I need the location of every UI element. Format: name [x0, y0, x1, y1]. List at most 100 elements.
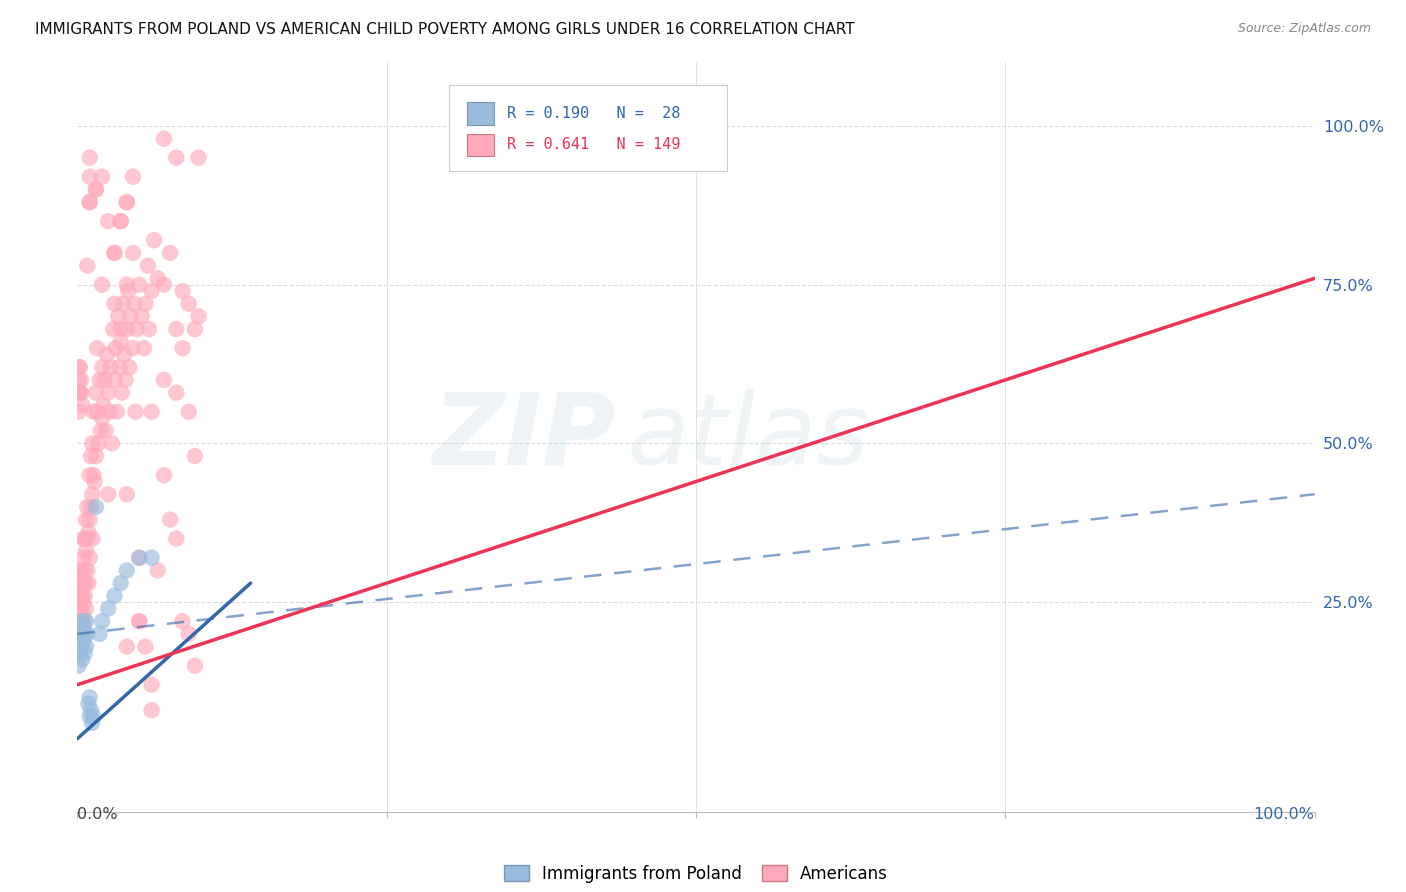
Point: [128, 550, 150, 565]
Point: [82, 709, 104, 723]
Point: [72, 614, 94, 628]
Point: [70, 614, 93, 628]
Point: [159, 513, 181, 527]
Point: [72, 595, 94, 609]
Point: [76, 627, 98, 641]
Point: [84, 182, 107, 196]
Point: [118, 360, 141, 375]
Point: [75, 513, 97, 527]
Point: [91, 360, 114, 375]
Point: [70, 373, 93, 387]
Point: [75, 601, 97, 615]
Point: [77, 525, 100, 540]
Point: [165, 385, 187, 400]
Point: [141, 703, 163, 717]
Text: IMMIGRANTS FROM POLAND VS AMERICAN CHILD POVERTY AMONG GIRLS UNDER 16 CORRELATIO: IMMIGRANTS FROM POLAND VS AMERICAN CHILD…: [35, 22, 855, 37]
Point: [134, 640, 156, 654]
Point: [124, 405, 146, 419]
Point: [115, 563, 138, 577]
Point: [177, 627, 200, 641]
Point: [103, 246, 125, 260]
Point: [69, 576, 91, 591]
Point: [72, 652, 94, 666]
Point: [172, 614, 194, 628]
Point: [82, 487, 104, 501]
Point: [94, 424, 117, 438]
Point: [69, 360, 91, 375]
Text: ZIP: ZIP: [433, 389, 616, 485]
Point: [73, 532, 96, 546]
Point: [72, 550, 94, 565]
Point: [128, 614, 150, 628]
Point: [79, 468, 101, 483]
Point: [83, 475, 105, 489]
Point: [141, 405, 163, 419]
Point: [172, 341, 194, 355]
Point: [165, 322, 187, 336]
Point: [72, 614, 94, 628]
Point: [72, 398, 94, 412]
Point: [76, 532, 98, 546]
Point: [79, 151, 101, 165]
Point: [91, 398, 114, 412]
Point: [103, 322, 125, 336]
Point: [153, 277, 176, 292]
Point: [141, 284, 163, 298]
Point: [69, 646, 91, 660]
Point: [112, 347, 135, 361]
Point: [91, 169, 114, 184]
Point: [103, 297, 125, 311]
Point: [86, 341, 108, 355]
Point: [131, 310, 153, 324]
Point: [70, 627, 93, 641]
Point: [96, 347, 118, 361]
Point: [69, 385, 91, 400]
Point: [72, 532, 94, 546]
Text: 100.0%: 100.0%: [1254, 806, 1315, 822]
Point: [143, 233, 166, 247]
Point: [72, 576, 94, 591]
Text: 0.0%: 0.0%: [77, 806, 118, 822]
Point: [69, 614, 91, 628]
Text: Source: ZipAtlas.com: Source: ZipAtlas.com: [1237, 22, 1371, 36]
Point: [134, 297, 156, 311]
Point: [146, 271, 169, 285]
Text: R = 0.190   N =  28: R = 0.190 N = 28: [506, 106, 681, 121]
Point: [136, 259, 159, 273]
Point: [134, 341, 156, 355]
Point: [110, 322, 132, 336]
Point: [80, 500, 103, 514]
Point: [72, 563, 94, 577]
Point: [69, 627, 91, 641]
Point: [79, 169, 101, 184]
Point: [82, 532, 104, 546]
Point: [75, 640, 97, 654]
Point: [187, 151, 209, 165]
Point: [111, 385, 134, 400]
Point: [82, 436, 104, 450]
Point: [112, 297, 135, 311]
Point: [79, 195, 101, 210]
Point: [115, 195, 138, 210]
Point: [77, 697, 100, 711]
Point: [100, 360, 122, 375]
Point: [97, 214, 120, 228]
Point: [72, 633, 94, 648]
Point: [89, 627, 111, 641]
Point: [72, 621, 94, 635]
Point: [93, 373, 115, 387]
Point: [73, 614, 96, 628]
Point: [73, 627, 96, 641]
Point: [84, 500, 107, 514]
Point: [79, 550, 101, 565]
Point: [70, 582, 93, 597]
Point: [159, 246, 181, 260]
Point: [86, 405, 108, 419]
Point: [73, 563, 96, 577]
Point: [110, 214, 132, 228]
Point: [165, 532, 187, 546]
Point: [115, 195, 138, 210]
FancyBboxPatch shape: [449, 85, 727, 171]
Point: [122, 297, 145, 311]
Point: [101, 436, 124, 450]
